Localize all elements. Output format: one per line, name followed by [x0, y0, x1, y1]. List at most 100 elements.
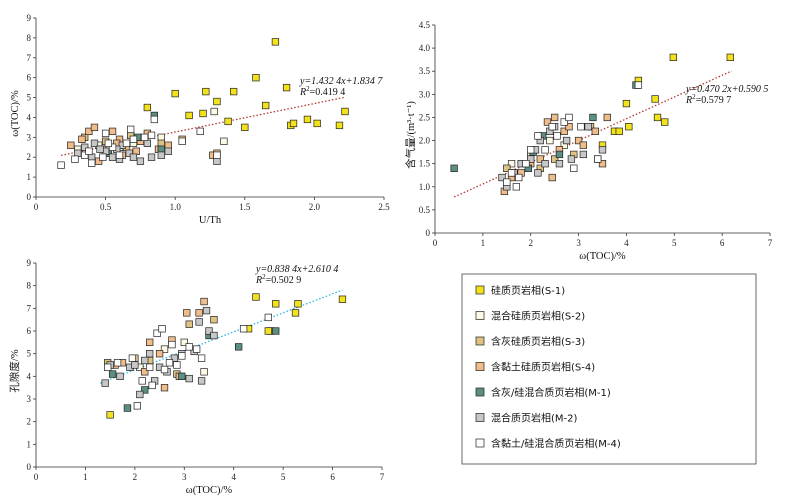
data-point-m-4	[104, 139, 113, 147]
data-point-m-2	[164, 147, 172, 155]
data-point-m-4	[150, 115, 158, 124]
y-axis-label: 含气量/(m³·t⁻¹)	[404, 101, 417, 169]
data-point-s-3	[157, 139, 165, 147]
data-point-m-1	[157, 145, 165, 153]
data-point-m-4	[81, 151, 89, 159]
data-point-s-1	[313, 119, 321, 128]
data-point-m-4	[153, 329, 161, 337]
data-point-s-4	[550, 113, 559, 122]
r-squared-value: =0.502 9	[266, 275, 302, 286]
data-point-m-4	[264, 313, 272, 322]
data-point-s-4	[108, 127, 117, 136]
data-point-s-2	[160, 345, 169, 353]
data-point-s-4	[591, 127, 599, 135]
r-squared-power: 2	[262, 273, 266, 281]
y-tick-label: 9	[27, 258, 32, 268]
data-point-s-2	[220, 137, 228, 145]
data-point-s-1	[653, 113, 662, 122]
data-point-s-1	[294, 300, 302, 308]
data-point-m-4	[85, 147, 93, 155]
y-tick-label: 3	[27, 394, 32, 404]
y-tick-label: 2	[27, 417, 32, 427]
data-point-s-4	[146, 338, 154, 346]
y-tick-label: 9	[27, 13, 32, 23]
data-point-m-4	[634, 81, 643, 89]
data-point-m-2	[74, 149, 82, 157]
y-axis-label: ω(TOC)/%	[10, 90, 21, 137]
data-point-s-1	[272, 300, 280, 308]
data-point-s-1	[171, 89, 179, 98]
data-point-s-4	[548, 173, 556, 182]
data-point-s-1	[669, 53, 677, 62]
legend-box	[461, 273, 757, 465]
data-point-m-2	[131, 361, 139, 369]
data-point-s-1	[199, 109, 207, 118]
data-point-s-1	[224, 117, 232, 126]
y-tick-label: 0	[426, 228, 431, 238]
data-point-s-4	[85, 127, 93, 136]
r-squared-power: 2	[692, 93, 696, 101]
data-point-m-4	[570, 164, 578, 172]
data-point-m-2	[81, 143, 89, 151]
data-point-m-2	[584, 123, 592, 131]
y-tick-label: 1	[27, 439, 32, 449]
data-point-m-4	[565, 113, 573, 122]
x-tick-label: 3	[576, 238, 581, 248]
data-point-m-1	[235, 343, 243, 351]
x-tick-label: 0	[34, 472, 39, 482]
data-point-m-4	[147, 131, 156, 139]
data-point-s-4	[195, 309, 203, 317]
r-squared-power: 2	[306, 85, 310, 93]
data-point-m-1	[108, 370, 117, 378]
y-tick-label: 4.0	[419, 43, 431, 53]
data-point-m-4	[165, 359, 174, 367]
data-point-m-2	[213, 157, 221, 165]
data-point-m-2	[129, 153, 138, 161]
data-point-m-4	[178, 137, 186, 145]
data-point-s-1	[625, 123, 633, 131]
data-point-s-3	[550, 155, 559, 163]
data-point-m-4	[133, 402, 141, 410]
x-tick-label: 2.0	[309, 202, 321, 212]
trend-line	[60, 96, 346, 157]
x-tick-label: 7	[380, 472, 385, 482]
data-point-m-4	[113, 359, 122, 367]
data-point-m-4	[507, 169, 516, 177]
data-point-m-2	[498, 173, 506, 182]
data-point-s-4	[579, 141, 588, 149]
y-tick-label: 4	[27, 112, 32, 122]
data-point-m-4	[88, 159, 96, 167]
data-point-m-2	[205, 327, 213, 335]
data-point-s-4	[141, 368, 149, 376]
data-point-s-4	[160, 384, 169, 392]
data-point-m-4	[108, 143, 117, 151]
y-tick-label: 5	[27, 93, 32, 103]
data-point-s-4	[598, 160, 607, 168]
data-point-s-2	[200, 368, 208, 376]
data-point-m-2	[96, 145, 104, 153]
legend-label-s-3: 含灰硅质页岩相(S-3)	[491, 335, 585, 348]
data-point-s-4	[574, 136, 583, 145]
x-tick-label: 4	[624, 238, 629, 248]
legend-swatch-s-4	[475, 362, 485, 371]
data-point-m-1	[589, 113, 597, 122]
data-point-s-4	[164, 141, 172, 149]
data-point-s-3	[503, 164, 511, 172]
data-point-m-2	[146, 350, 154, 358]
data-point-m-2	[210, 331, 218, 340]
data-point-m-2	[116, 372, 124, 380]
data-point-s-1	[282, 83, 291, 92]
y-tick-label: 3	[27, 132, 32, 142]
data-point-m-1	[178, 372, 186, 380]
data-point-m-2	[141, 356, 149, 365]
x-tick-label: 3	[182, 472, 187, 482]
y-tick-label: 2	[27, 152, 32, 162]
data-point-m-4	[239, 325, 248, 333]
x-tick-label: 1.5	[239, 202, 251, 212]
data-point-m-4	[192, 345, 201, 353]
data-point-m-2	[195, 318, 203, 326]
data-point-m-4	[148, 381, 156, 390]
data-point-m-2	[598, 146, 607, 154]
data-point-s-1	[252, 293, 260, 301]
x-axis-label: U/Th	[199, 215, 222, 226]
